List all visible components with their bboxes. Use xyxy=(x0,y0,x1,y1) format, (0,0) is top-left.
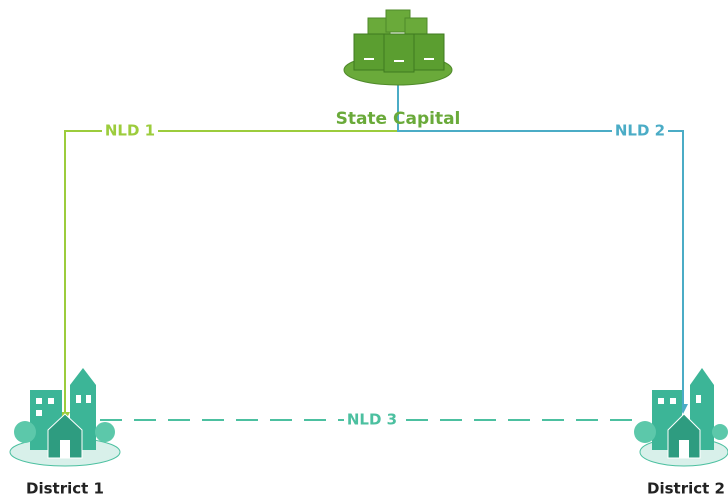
label-bg xyxy=(344,411,400,429)
node-label: District 1 xyxy=(26,480,104,497)
node-label: State Capital xyxy=(336,109,461,129)
server-icon xyxy=(343,9,453,86)
link-label: NLD 3 xyxy=(347,411,397,429)
label-bg xyxy=(102,122,158,140)
link-label: NLD 2 xyxy=(615,122,665,140)
link-nld-1 xyxy=(64,130,398,418)
city-icon xyxy=(9,368,121,467)
node-label: District 2 xyxy=(647,480,725,497)
label-bg xyxy=(612,122,668,140)
link-nld-2 xyxy=(397,48,684,410)
city-icon xyxy=(634,368,728,467)
link-label: NLD 1 xyxy=(105,122,155,140)
